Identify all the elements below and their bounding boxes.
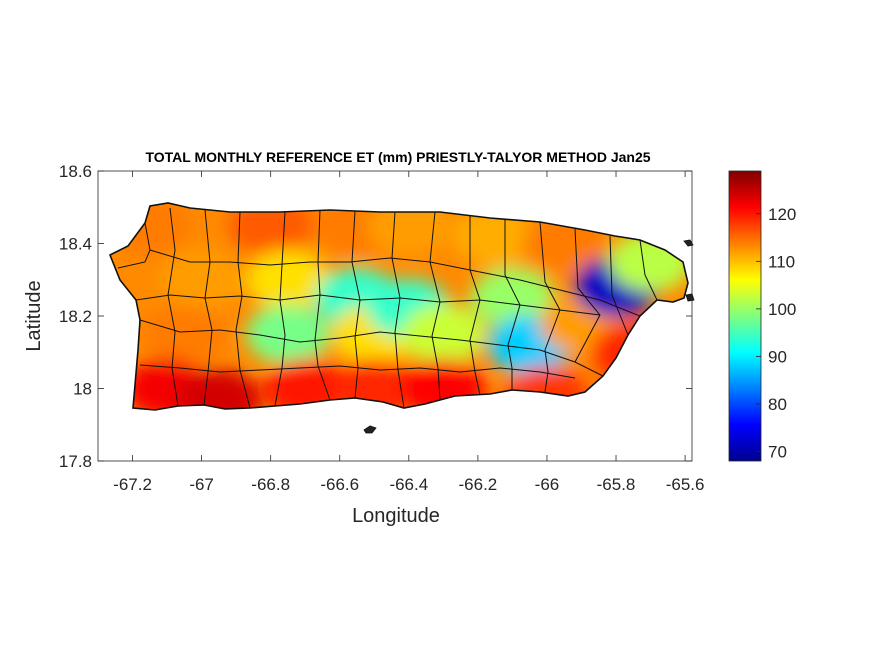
border-line	[504, 219, 521, 390]
y-tick-label: 18.2	[59, 307, 92, 326]
x-axis-label: Longitude	[352, 505, 440, 527]
x-tick-label: -65.8	[597, 475, 636, 494]
x-tick-label: -67	[189, 475, 214, 494]
x-axis-ticks: -67.2 -67 -66.8 -66.6 -66.4 -66.2 -66 -65.8 -65.…	[113, 171, 704, 494]
border-line	[139, 319, 604, 377]
border-line	[139, 364, 576, 379]
y-axis-label: Latitude	[23, 280, 45, 351]
border-line	[639, 239, 658, 301]
y-tick-label: 18.6	[59, 162, 92, 181]
colorbar-tick-label: 120	[768, 205, 796, 224]
heatmap-cell	[245, 304, 330, 365]
heatmap-cell	[453, 206, 538, 267]
x-tick-label: -66.4	[389, 475, 428, 494]
y-tick-label: 18.4	[59, 235, 92, 254]
border-line	[609, 235, 629, 336]
border-line	[167, 207, 179, 407]
colorbar-tick-label: 90	[768, 347, 787, 366]
heatmap-layer	[110, 203, 688, 410]
small-island	[683, 239, 694, 247]
island-outline	[108, 202, 695, 434]
border-line	[149, 249, 641, 317]
border-line	[274, 211, 286, 407]
border-line	[574, 228, 601, 363]
border-line	[117, 222, 151, 269]
colorbar-gradient	[728, 170, 762, 462]
colorbar: 70 80 90 100 110 120	[728, 170, 796, 462]
colorbar-tick-label: 80	[768, 395, 787, 414]
border-line	[391, 211, 405, 409]
heatmap-cell	[159, 249, 244, 310]
border-line	[351, 210, 361, 399]
x-tick-label: -66.8	[251, 475, 290, 494]
heatmap-cell	[142, 304, 227, 365]
y-tick-label: 17.8	[59, 452, 92, 471]
border-line	[203, 209, 213, 406]
border-line	[314, 209, 331, 401]
municipal-borders	[117, 207, 658, 409]
colorbar-tick-label: 100	[768, 300, 796, 319]
border-line	[235, 211, 251, 409]
small-island	[363, 425, 377, 434]
y-axis-ticks: 17.8 18 18.2 18.4 18.6	[59, 162, 692, 471]
chart-title: TOTAL MONTHLY REFERENCE ET (mm) PRIESTLY…	[145, 149, 650, 165]
x-tick-label: -66	[535, 475, 560, 494]
border-line	[469, 216, 481, 396]
colorbar-ticks: 70 80 90 100 110 120	[756, 205, 796, 461]
border-line	[539, 221, 561, 393]
y-tick-label: 18	[73, 380, 92, 399]
colorbar-tick-label: 70	[768, 442, 787, 461]
x-tick-label: -66.6	[320, 475, 359, 494]
heatmap-cell	[401, 304, 486, 365]
small-islands	[363, 239, 695, 434]
x-tick-label: -66.2	[459, 475, 498, 494]
heatmap-cell	[176, 369, 261, 410]
x-tick-label: -67.2	[113, 475, 152, 494]
colorbar-tick-label: 110	[768, 252, 795, 271]
border-line	[429, 211, 441, 401]
small-island	[685, 293, 695, 302]
x-tick-label: -65.6	[666, 475, 705, 494]
